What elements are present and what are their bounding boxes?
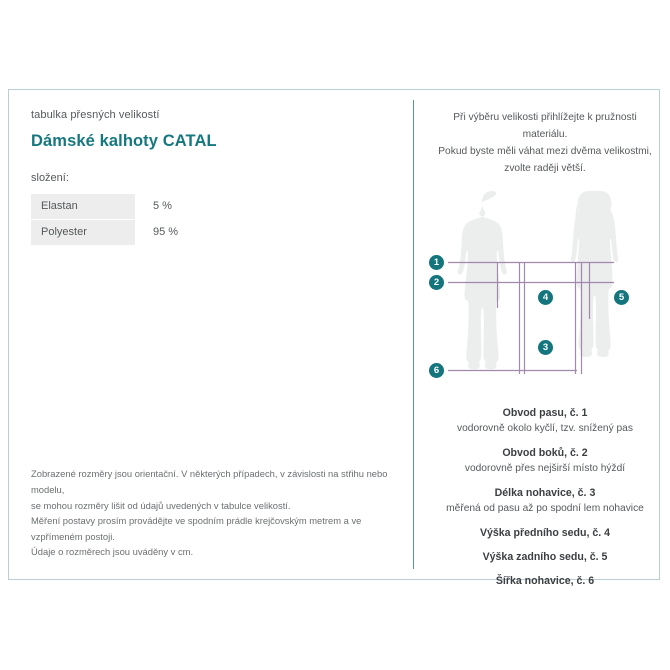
disclaimer-text: Zobrazené rozměry jsou orientační. V něk… — [31, 466, 401, 560]
measurement-lines-icon — [448, 261, 614, 374]
eyebrow-label: tabulka přesných velikostí — [31, 109, 160, 121]
measure-title: Obvod pasu, č. 1 — [502, 407, 588, 419]
material-percent: 5 % — [135, 194, 231, 220]
list-item: Délka nohavice, č. 3 měřená od pasu až p… — [429, 486, 661, 517]
measure-title: Délka nohavice, č. 3 — [494, 487, 596, 499]
measure-title: Výška zadního sedu, č. 5 — [482, 551, 608, 563]
measure-title: Obvod boků, č. 2 — [502, 447, 588, 459]
material-percent: 95 % — [135, 219, 231, 246]
body-measurement-diagram: 1 2 3 4 5 6 — [429, 189, 661, 394]
list-item: Obvod boků, č. 2 vodorovně přes nejširší… — [429, 446, 661, 477]
intro-line: zvolte raději větší. — [504, 163, 586, 174]
disclaimer-line: Zobrazené rozměry jsou orientační. V něk… — [31, 468, 388, 496]
measure-title: Šířka nohavice, č. 6 — [495, 575, 595, 587]
intro-text: Při výběru velikosti přihlížejte k pružn… — [437, 109, 653, 177]
intro-line: Při výběru velikosti přihlížejte k pružn… — [453, 112, 637, 140]
measure-badge-3: 3 — [538, 340, 553, 355]
measure-desc: vodorovně okolo kyčlí, tzv. snížený pas — [457, 423, 633, 434]
material-name: Polyester — [31, 219, 135, 246]
composition-label: složení: — [31, 172, 69, 184]
table-row: Elastan 5 % — [31, 194, 231, 220]
size-chart-card: tabulka přesných velikostí Dámské kalhot… — [8, 89, 660, 587]
list-item: Výška zadního sedu, č. 5 — [429, 550, 661, 565]
measure-desc: vodorovně přes nejširší místo hýždí — [464, 463, 626, 474]
list-item: Výška předního sedu, č. 4 — [429, 526, 661, 541]
measure-badge-5: 5 — [614, 290, 629, 305]
table-row: Polyester 95 % — [31, 219, 231, 246]
intro-line: Pokud byste měli váhat mezi dvěma veliko… — [438, 146, 652, 157]
measure-badge-1: 1 — [429, 255, 444, 270]
measurement-list: Obvod pasu, č. 1 vodorovně okolo kyčlí, … — [429, 406, 661, 589]
male-silhouette-icon — [457, 191, 508, 370]
list-item: Šířka nohavice, č. 6 — [429, 574, 661, 589]
vertical-divider — [413, 100, 414, 569]
card-inner: tabulka přesných velikostí Dámské kalhot… — [9, 90, 659, 587]
left-panel: tabulka přesných velikostí Dámské kalhot… — [9, 90, 413, 579]
disclaimer-line: se mohou rozměry lišit od údajů uvedenýc… — [31, 499, 291, 511]
female-silhouette-icon — [570, 191, 619, 357]
disclaimer-line: Měření postavy prosím provádějte ve spod… — [31, 515, 362, 542]
measure-badge-6: 6 — [429, 363, 444, 378]
composition-table: Elastan 5 % Polyester 95 % — [31, 194, 231, 246]
material-name: Elastan — [31, 194, 135, 220]
list-item: Obvod pasu, č. 1 vodorovně okolo kyčlí, … — [429, 406, 661, 437]
right-panel: Při výběru velikosti přihlížejte k pružn… — [413, 90, 670, 587]
measure-badge-2: 2 — [429, 275, 444, 290]
measure-badge-4: 4 — [538, 290, 553, 305]
page-title: Dámské kalhoty CATAL — [31, 132, 217, 150]
disclaimer-line: Údaje o rozměrech jsou uváděny v cm. — [31, 546, 194, 558]
measure-desc: měřená od pasu až po spodní lem nohavice — [446, 503, 644, 514]
measure-title: Výška předního sedu, č. 4 — [479, 527, 611, 539]
silhouette-svg — [448, 191, 619, 374]
